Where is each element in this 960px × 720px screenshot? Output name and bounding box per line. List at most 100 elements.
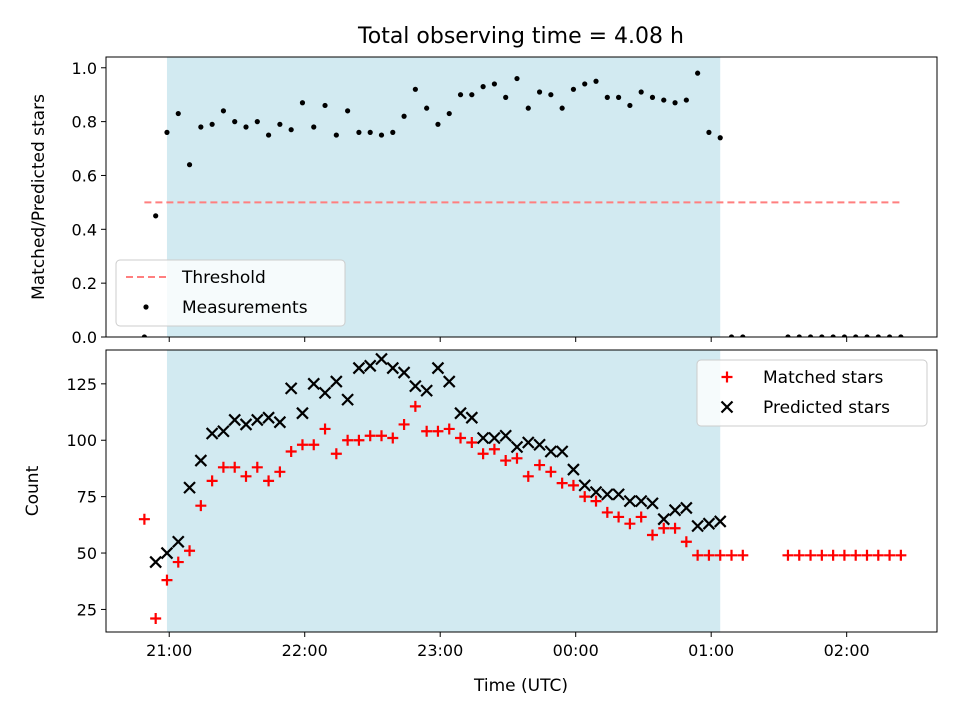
legend: Matched stars Predicted stars — [696, 359, 928, 427]
data-point — [160, 546, 174, 560]
data-point — [398, 418, 410, 430]
data-point — [375, 352, 388, 366]
data-point — [503, 94, 509, 100]
data-point — [623, 494, 637, 508]
x-axis-label: Time (UTC) — [473, 676, 568, 696]
data-point — [717, 135, 723, 141]
data-point — [330, 375, 343, 388]
data-point — [830, 334, 836, 337]
data-point — [559, 105, 565, 111]
data-point — [658, 522, 670, 534]
data-point — [661, 97, 667, 103]
data-point — [435, 121, 441, 127]
axes-frame — [105, 349, 938, 633]
data-point — [522, 470, 534, 482]
data-point — [692, 549, 704, 561]
data-point — [330, 448, 342, 460]
data-point — [807, 334, 814, 337]
data-point — [217, 461, 229, 473]
data-point — [401, 113, 407, 119]
x-tick-label: 01:00 — [688, 641, 734, 660]
data-point — [150, 612, 162, 624]
data-point — [285, 446, 297, 458]
data-point — [590, 495, 602, 507]
y-tick-label: 50 — [77, 544, 97, 563]
data-point — [318, 386, 332, 400]
data-point — [488, 443, 500, 455]
data-point — [895, 549, 907, 561]
x-tick-label: 23:00 — [417, 641, 463, 660]
data-point — [536, 89, 543, 95]
x-tick-label: 22:00 — [282, 641, 328, 660]
data-point — [680, 536, 692, 548]
y-tick-label: 75 — [77, 488, 97, 507]
data-point — [412, 86, 418, 92]
data-point — [476, 431, 490, 445]
data-point — [229, 461, 241, 473]
data-point — [205, 427, 219, 440]
data-point — [556, 477, 568, 489]
data-point — [184, 545, 196, 557]
data-point — [239, 418, 253, 431]
data-point — [624, 518, 636, 530]
legend-marker — [721, 371, 733, 383]
data-point — [342, 434, 354, 446]
data-point — [263, 475, 275, 487]
data-point — [390, 129, 396, 135]
data-point — [634, 494, 648, 508]
data-point — [544, 445, 558, 458]
data-point — [816, 549, 828, 561]
legend-label: Measurements — [182, 298, 308, 318]
data-point — [296, 406, 309, 420]
data-point — [695, 70, 701, 76]
data-point — [274, 466, 286, 478]
data-point — [364, 430, 376, 442]
legend-label: Predicted stars — [763, 398, 890, 418]
data-point — [352, 361, 366, 375]
x-tick-label: 00:00 — [553, 641, 599, 660]
data-point — [457, 92, 464, 98]
data-point — [322, 102, 328, 109]
data-point — [613, 511, 625, 523]
data-point — [387, 432, 399, 444]
data-point — [898, 334, 904, 337]
data-point — [691, 519, 704, 533]
data-point — [363, 359, 377, 373]
x-tick-label: 21:00 — [146, 641, 192, 660]
y-tick-label: 1.0 — [72, 59, 97, 78]
data-point — [500, 455, 512, 467]
data-point — [378, 132, 385, 138]
observing-window-shade — [166, 350, 721, 632]
data-point — [510, 440, 524, 454]
legend-label: Matched stars — [763, 368, 883, 388]
data-point — [838, 549, 850, 561]
legend-box — [696, 359, 928, 427]
data-point — [793, 549, 805, 561]
y-axis-label: Matched/Predicted stars — [29, 94, 49, 300]
data-point — [424, 105, 430, 111]
data-point — [657, 512, 671, 526]
data-point — [646, 529, 658, 541]
data-point — [469, 92, 475, 98]
data-point — [431, 361, 445, 375]
data-point — [477, 448, 489, 460]
data-point — [265, 132, 272, 138]
data-point — [480, 84, 486, 90]
data-point — [153, 213, 159, 219]
data-point — [525, 105, 531, 111]
data-point — [397, 366, 411, 379]
data-point — [195, 500, 207, 512]
legend-label: Threshold — [181, 268, 266, 288]
data-point — [442, 375, 456, 388]
data-point — [183, 481, 196, 494]
legend-box — [115, 259, 346, 327]
data-point — [579, 491, 591, 503]
legend-marker — [720, 400, 734, 414]
data-point — [386, 361, 400, 375]
data-point — [141, 334, 147, 337]
data-point — [262, 411, 275, 424]
data-point — [319, 423, 331, 435]
data-point — [307, 377, 321, 391]
data-point — [288, 127, 294, 133]
